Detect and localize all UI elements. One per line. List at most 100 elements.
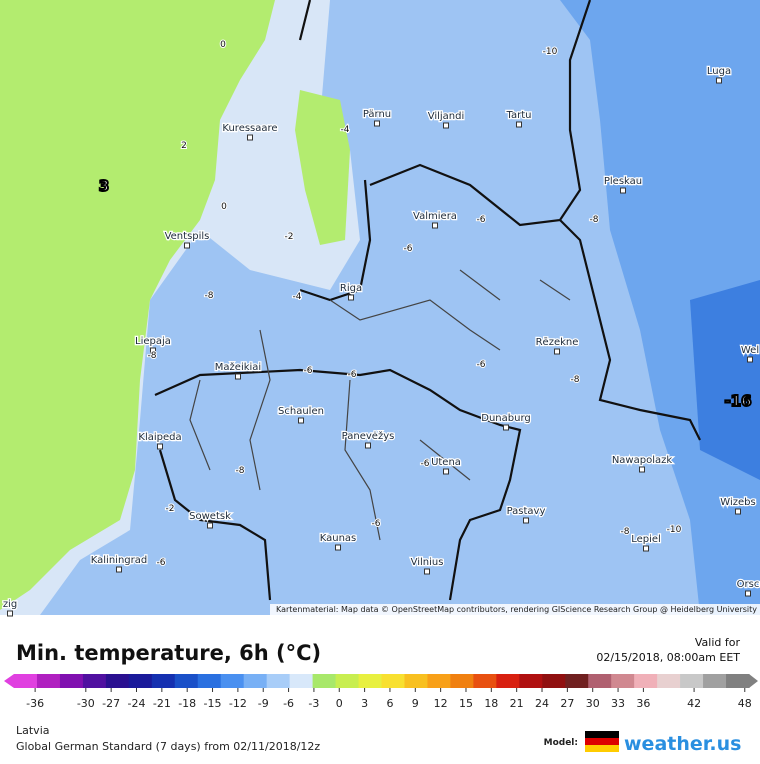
contour-label: 0 [221,202,227,212]
city-marker [424,568,430,575]
colorbar-segment [634,674,658,688]
colorbar-segment [128,674,153,688]
colorbar-segment [289,674,314,688]
city-marker [374,120,380,127]
city-marker [184,242,190,249]
colorbar-tick-label: -18 [178,697,196,710]
colorbar-tick-label: 21 [510,697,524,710]
model-label: Model: [544,738,578,748]
mild-area [0,0,275,610]
colorbar-tick-label: -21 [153,697,171,710]
city-marker [157,443,163,450]
city-marker [443,468,449,475]
colorbar-segment [542,674,566,688]
city-marker [365,442,371,449]
city-label: Nawapolazk [612,455,673,466]
city-label: Panevėžys [342,430,395,442]
contour-labels: 0 2 3 0 -2 -4 -8 -4 -6 -6 -8 -10 -6 -8 -6 -6 -8 -8 -6 -6 -2 -… [98,39,753,569]
colorbar-segment [519,674,543,688]
city-label: Wel [741,345,759,356]
city-label: Valmiera [413,211,457,222]
colorbar-tick-label: 12 [434,697,448,710]
contour-label: -6 [477,215,486,225]
colorbar-tick-label: -24 [128,697,146,710]
city-marker [516,121,522,128]
colorbar-tick-label: -27 [102,697,120,710]
contour-label: -6 [404,244,413,254]
colorbar-tick-label: 9 [412,697,419,710]
city-marker [348,294,354,301]
colorbar: -36 -30 -27 -24 -21 -18 -15 -12 -9 -6 -3 0 3 6 9 12 15 18… [4,674,758,710]
contour-label: -4 [293,292,302,302]
brand: weather.us [624,733,741,755]
colorbar-tick-label: 36 [636,697,650,710]
city-label: Ventspils [165,231,210,242]
city-label: Lepiel [631,534,661,545]
valid-time: 02/15/2018, 08:00am EET [596,651,740,664]
colorbar-segment [105,674,130,688]
colorbar-segment [565,674,589,688]
city-label: zig [3,599,17,610]
contour-label: -16 [724,392,751,410]
city-label: Kaunas [320,533,357,544]
colorbar-segment [243,674,268,688]
colorbar-tick-label: 15 [459,697,473,710]
colorbar-segment [427,674,451,688]
contour-label: -6 [372,519,381,529]
colorbar-segment [335,674,360,688]
contour-label: -8 [571,375,580,385]
contour-label: -8 [590,215,599,225]
country-border [154,0,701,601]
contour-label: -8 [148,351,157,361]
contour-label: -6 [304,366,313,376]
city-label: Rēzekne [536,337,579,348]
city-label: Kuressaare [222,123,277,134]
city-label: Schaulen [278,406,324,417]
colorbar-tick-label: 24 [535,697,549,710]
colorbar-tick-label: -9 [258,697,269,710]
contour-label: -10 [667,525,682,535]
city-marker [620,187,626,194]
city-marker [7,610,13,617]
city-marker [554,348,560,355]
city-marker [716,77,722,84]
city-label: Tartu [506,110,532,121]
mild-area [295,90,350,245]
city-marker [735,508,741,515]
model-run: Global German Standard (7 days) from 02/… [16,740,320,753]
colorbar-tick-label: -3 [308,697,319,710]
region-border [189,269,571,541]
map: Kuressaare Pärnu Viljandi Tartu Luga Pleskau V… [0,0,760,617]
city-marker [745,590,751,597]
city-label: Dunaburg [481,413,530,424]
city-label: Viljandi [428,111,465,122]
city-label: Klaipeda [138,432,181,443]
city-marker [747,356,753,363]
city-label: Liepaja [135,336,171,347]
contour-label: -2 [285,232,294,242]
colorbar-segment [197,674,222,688]
colorbar-segment [726,674,750,688]
city-marker [150,347,156,354]
colorbar-tick-label: 42 [687,697,701,710]
colorbar-tick-label: -36 [26,697,44,710]
colorbar-tick-label: 3 [361,697,368,710]
attribution: Kartenmaterial: Map data © OpenStreetMap… [276,605,757,614]
region: Latvia [16,724,50,737]
colorbar-segment [174,674,199,688]
colorbar-segment [450,674,474,688]
cold-area [560,0,760,615]
city-marker [523,517,529,524]
colorbar-segment [266,674,291,688]
city-marker [116,566,122,573]
contour-label: -10 [543,47,558,57]
colorbar-arrow [4,674,14,688]
colorbar-tick-label: -12 [229,697,247,710]
city-label: Kaliningrad [91,555,147,566]
contour-label: -4 [341,125,350,135]
colorbar-segment [473,674,497,688]
city-label: Pärnu [363,109,391,120]
colorbar-segment [14,674,38,688]
city-marker [247,134,253,141]
